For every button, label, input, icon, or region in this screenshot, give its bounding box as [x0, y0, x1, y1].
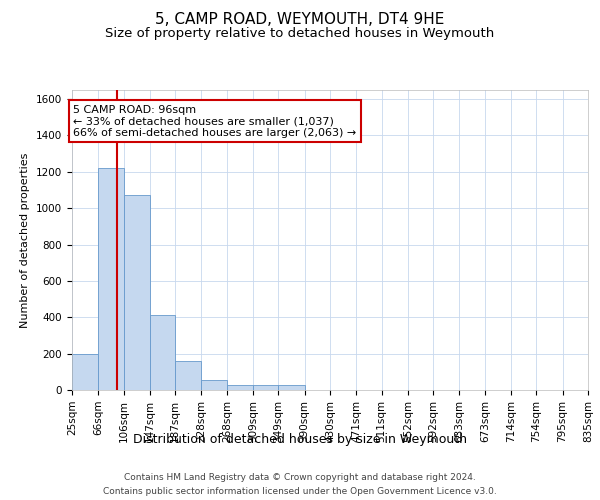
- Text: Distribution of detached houses by size in Weymouth: Distribution of detached houses by size …: [133, 432, 467, 446]
- Bar: [278, 386, 305, 390]
- Y-axis label: Number of detached properties: Number of detached properties: [20, 152, 31, 328]
- Text: 5, CAMP ROAD, WEYMOUTH, DT4 9HE: 5, CAMP ROAD, WEYMOUTH, DT4 9HE: [155, 12, 445, 28]
- Text: 5 CAMP ROAD: 96sqm
← 33% of detached houses are smaller (1,037)
66% of semi-deta: 5 CAMP ROAD: 96sqm ← 33% of detached hou…: [73, 104, 356, 138]
- Text: Contains HM Land Registry data © Crown copyright and database right 2024.: Contains HM Land Registry data © Crown c…: [124, 472, 476, 482]
- Bar: [227, 384, 253, 390]
- Bar: [124, 194, 150, 390]
- Bar: [72, 354, 98, 390]
- Bar: [175, 361, 202, 390]
- Bar: [253, 386, 278, 390]
- Bar: [98, 168, 124, 390]
- Text: Size of property relative to detached houses in Weymouth: Size of property relative to detached ho…: [106, 28, 494, 40]
- Bar: [202, 380, 227, 390]
- Text: Contains public sector information licensed under the Open Government Licence v3: Contains public sector information licen…: [103, 488, 497, 496]
- Bar: [150, 316, 175, 390]
